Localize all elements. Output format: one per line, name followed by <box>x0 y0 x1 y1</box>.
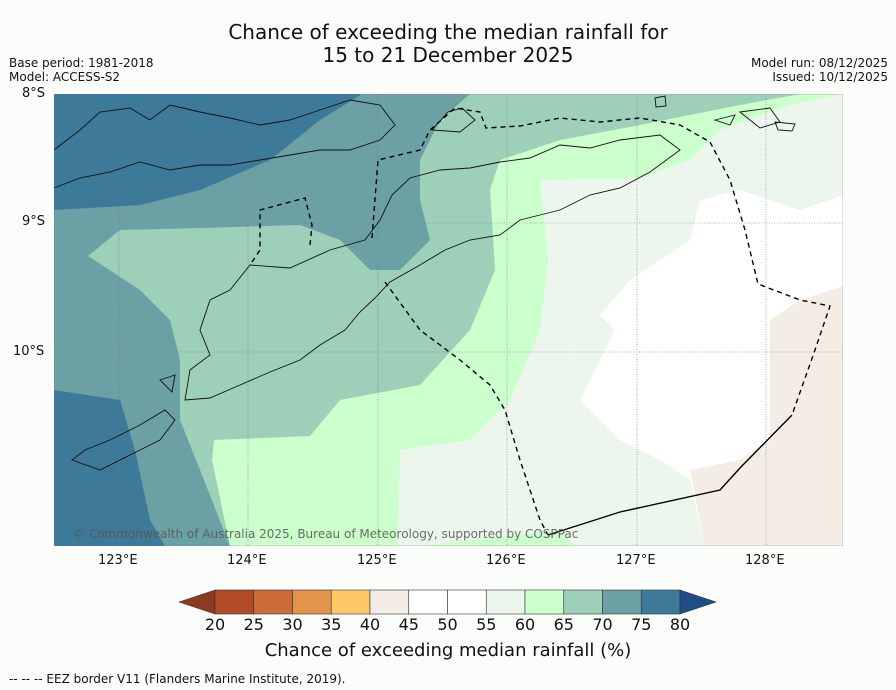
colorbar-segment <box>602 589 642 615</box>
coastlines <box>54 95 796 471</box>
colorbar-tick-label: 65 <box>553 615 574 634</box>
colorbar-over-arrow <box>679 589 717 615</box>
map-title-line2: 15 to 21 December 2025 <box>322 43 574 67</box>
zone-75-80-south <box>54 390 165 546</box>
lat-tick: 8°S <box>22 86 46 101</box>
lon-tick: 125°E <box>357 553 397 568</box>
colorbar-segment <box>253 589 293 615</box>
issued-date: Issued: 10/12/2025 <box>772 70 888 84</box>
colorbar-segment <box>214 589 255 615</box>
colorbar-tick-label: 80 <box>669 615 691 634</box>
colorbar-tick-label: 70 <box>592 615 613 634</box>
colorbar-tick-label: 75 <box>631 615 652 634</box>
model-run: Model run: 08/12/2025 <box>750 56 888 70</box>
rainfall-map <box>54 94 843 546</box>
eez-border <box>251 107 831 536</box>
lon-tick: 123°E <box>98 553 138 568</box>
colorbar-segment <box>330 589 371 615</box>
lon-tick: 124°E <box>227 553 267 568</box>
copyright-notice: © Commonwealth of Australia 2025, Bureau… <box>73 527 579 541</box>
colorbar-segment <box>292 589 332 615</box>
zone-75-80-north <box>54 94 362 210</box>
colorbar-segment <box>369 589 410 615</box>
colorbar-under-arrow <box>178 589 216 615</box>
eez-footer-note: -- -- -- EEZ border V11 (Flanders Marine… <box>9 672 346 686</box>
colorbar-tick-label: 40 <box>359 615 381 634</box>
lon-tick: 127°E <box>616 553 656 568</box>
colorbar-segment <box>524 589 565 615</box>
colorbar-tick-label: 35 <box>321 615 342 634</box>
colorbar-tick-label: 60 <box>514 615 536 634</box>
colorbar-tick-label: 30 <box>282 615 303 634</box>
lon-tick: 128°E <box>745 553 785 568</box>
colorbar-segment <box>563 589 603 615</box>
colorbar-segment <box>408 589 448 615</box>
model-name: Model: ACCESS-S2 <box>9 70 121 84</box>
colorbar-tick-label: 55 <box>476 615 497 634</box>
colorbar-segment <box>447 589 487 615</box>
colorbar-tick-label: 45 <box>398 615 419 634</box>
colorbar-tick-label: 25 <box>243 615 264 634</box>
map-title-line1: Chance of exceeding the median rainfall … <box>228 20 668 44</box>
lat-tick: 9°S <box>22 214 46 229</box>
lon-tick: 126°E <box>486 553 526 568</box>
colorbar-tick-label: 20 <box>204 615 226 634</box>
colorbar <box>178 589 717 615</box>
colorbar-tick-label: 50 <box>437 615 458 634</box>
lat-tick: 10°S <box>13 344 45 359</box>
base-period: Base period: 1981-2018 <box>9 56 154 70</box>
colorbar-segment <box>485 589 526 615</box>
colorbar-segment <box>640 589 681 615</box>
colorbar-title: Chance of exceeding median rainfall (%) <box>264 640 632 661</box>
zone-70-75 <box>54 94 470 546</box>
